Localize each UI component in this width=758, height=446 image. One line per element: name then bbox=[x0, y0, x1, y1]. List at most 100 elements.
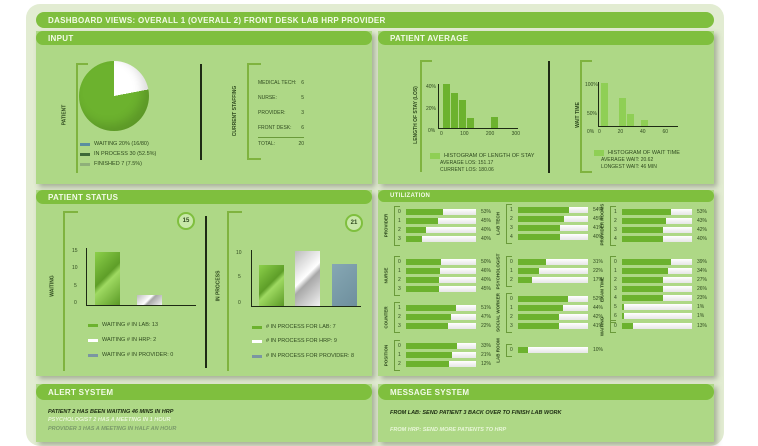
utilization-bar bbox=[518, 323, 588, 329]
utilization-bracket bbox=[610, 320, 616, 333]
in-process-legend-hrp: # IN PROCESS FOR HRP: 9 bbox=[252, 338, 337, 344]
in-process-total-badge: 21 bbox=[345, 214, 363, 232]
utilization-row: 0 33% bbox=[398, 342, 492, 349]
utilization-row: 3 42% bbox=[614, 226, 708, 233]
utilization-bar bbox=[622, 209, 692, 215]
utilization-bar bbox=[406, 305, 476, 311]
utilization-group-label: PROVIDER bbox=[383, 213, 389, 238]
wait-average: AVERAGE WAIT: 20.62 bbox=[601, 157, 654, 163]
utilization-bar bbox=[622, 259, 692, 265]
in-process-bar-chart bbox=[251, 250, 361, 307]
utilization-row: 0 10% bbox=[510, 346, 604, 353]
patient-status-title: PATIENT STATUS bbox=[48, 192, 119, 202]
pie-legend-finished: FINISHED 7 (7.5%) bbox=[80, 161, 142, 167]
utilization-row: 2 12% bbox=[398, 360, 492, 367]
staff-front-desk: FRONT DESK: 6 bbox=[258, 125, 304, 131]
waiting-ytick: 0 bbox=[74, 300, 77, 306]
average-divider bbox=[548, 61, 550, 173]
los-ytick: 40% bbox=[426, 84, 437, 90]
utilization-bar bbox=[622, 295, 692, 301]
wait-longest: LONGEST WAIT: 46 MIN bbox=[601, 164, 657, 170]
utilization-row: 2 40% bbox=[398, 226, 492, 233]
in-process-bracket bbox=[227, 211, 242, 371]
in-process-provider-bar bbox=[332, 264, 357, 306]
utilization-row: 2 27% bbox=[614, 276, 708, 283]
utilization-bar bbox=[622, 218, 692, 224]
utilization-row: 3 40% bbox=[398, 235, 492, 242]
utilization-bar bbox=[406, 209, 476, 215]
waiting-bar-chart bbox=[86, 248, 196, 306]
utilization-row: 6 1% bbox=[614, 312, 705, 319]
utilization-bar bbox=[406, 236, 476, 242]
utilization-row: 2 47% bbox=[398, 313, 492, 320]
waiting-ytick: 10 bbox=[72, 265, 78, 271]
utilization-bar bbox=[622, 236, 692, 242]
utilization-row: 2 40% bbox=[398, 276, 492, 283]
utilization-group-label: PSYCHOLOGIST bbox=[495, 253, 501, 289]
utilization-bar bbox=[518, 234, 588, 240]
dashboard-views-bar[interactable]: DASHBOARD VIEWS: OVERALL 1 (OVERALL 2) F… bbox=[36, 12, 714, 28]
utilization-group-label: NURSE bbox=[383, 267, 389, 284]
wait-time-ylabel: WAIT TIME bbox=[574, 102, 581, 128]
in-process-legend-lab: # IN PROCESS FOR LAB: 7 bbox=[252, 324, 336, 330]
utilization-group-label: WAITING bbox=[599, 316, 605, 336]
wait-legend: HISTOGRAM OF WAIT TIME bbox=[594, 150, 680, 156]
utilization-bar bbox=[518, 296, 588, 302]
utilization-bracket bbox=[394, 256, 400, 296]
utilization-bar bbox=[622, 304, 692, 310]
utilization-bar bbox=[406, 218, 476, 224]
utilization-row: 0 52% bbox=[510, 295, 604, 302]
pie-legend-waiting: WAITING 20% (16/80) bbox=[80, 141, 149, 147]
utilization-bar bbox=[406, 268, 476, 274]
los-ytick: 20% bbox=[426, 106, 437, 112]
utilization-bar bbox=[406, 314, 476, 320]
utilization-bracket bbox=[394, 302, 400, 333]
utilization-row: 1 51% bbox=[398, 304, 492, 311]
utilization-group-label: PROVIDER ROOMS bbox=[599, 203, 605, 246]
utilization-row: 1 54% bbox=[510, 206, 604, 213]
utilization-group-label: POSITION bbox=[383, 344, 389, 366]
utilization-row: 4 40% bbox=[510, 233, 604, 240]
utilization-group-label: EXAM TIME bbox=[599, 276, 605, 302]
waiting-hrp-bar bbox=[137, 295, 162, 305]
in-process-legend-provider: # IN PROCESS FOR PROVIDER: 8 bbox=[252, 353, 354, 359]
message-item: FROM HRP: SEND MORE PATIENTS TO HRP bbox=[390, 427, 507, 433]
utilization-title: UTILIZATION bbox=[390, 193, 431, 199]
patient-status-header: PATIENT STATUS bbox=[36, 190, 372, 204]
patients-label: PATIENT bbox=[61, 104, 68, 126]
waiting-lab-bar bbox=[95, 252, 120, 305]
utilization-bar bbox=[406, 323, 476, 329]
utilization-bar bbox=[518, 225, 588, 231]
utilization-row: 3 45% bbox=[398, 285, 492, 292]
wait-ytick: 0% bbox=[587, 129, 595, 135]
utilization-row: 0 50% bbox=[398, 258, 492, 265]
wait-ytick: 50% bbox=[587, 111, 598, 117]
utilization-row: 0 31% bbox=[510, 258, 604, 265]
los-average: AVERAGE LOS: 151.17 bbox=[440, 160, 494, 166]
los-legend: HISTOGRAM OF LENGTH OF STAY bbox=[430, 153, 534, 159]
utilization-bar bbox=[518, 216, 588, 222]
patient-pie-chart bbox=[79, 61, 149, 131]
utilization-bar bbox=[518, 347, 588, 353]
wait-histogram bbox=[598, 82, 678, 127]
utilization-group-label: COUNTER bbox=[383, 305, 389, 329]
in-process-ylabel: IN PROCESS bbox=[215, 270, 222, 302]
utilization-row: 2 45% bbox=[510, 215, 604, 222]
utilization-row: 3 41% bbox=[510, 322, 604, 329]
utilization-row: 3 41% bbox=[510, 224, 604, 231]
utilization-bar bbox=[622, 286, 692, 292]
current-staffing-label: CURRENT STAFFING bbox=[232, 85, 239, 137]
pie-legend-in-process: IN PROCESS 30 (52.5%) bbox=[80, 151, 156, 157]
los-xticks: 0 100 200 300 bbox=[440, 131, 520, 137]
utilization-bar bbox=[622, 268, 692, 274]
utilization-bracket bbox=[610, 256, 616, 323]
utilization-bracket bbox=[394, 206, 400, 246]
utilization-bracket bbox=[506, 256, 512, 287]
staff-medical-tech: MEDICAL TECH: 6 bbox=[258, 80, 304, 86]
input-bracket bbox=[76, 63, 88, 173]
utilization-row: 1 53% bbox=[614, 208, 708, 215]
dashboard-views-title[interactable]: DASHBOARD VIEWS: OVERALL 1 (OVERALL 2) F… bbox=[48, 15, 386, 25]
utilization-bar bbox=[406, 361, 476, 367]
wait-xticks: 0 20 40 60 bbox=[598, 129, 668, 135]
utilization-row: 0 13% bbox=[614, 322, 708, 329]
